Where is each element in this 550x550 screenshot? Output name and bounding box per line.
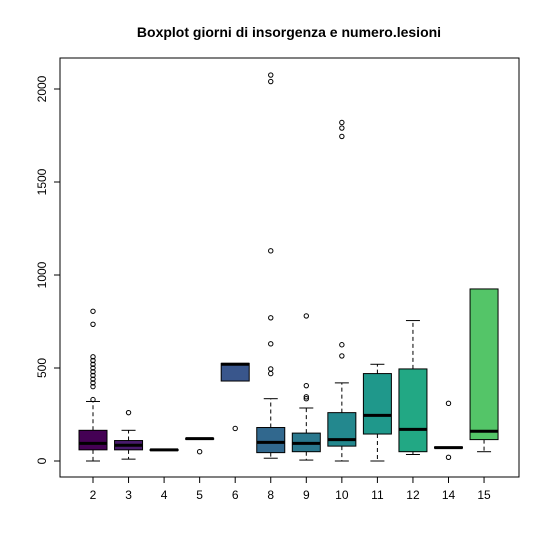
x-tick-label: 10 [335, 488, 349, 502]
box-15 [469, 288, 499, 453]
box-4 [149, 448, 179, 452]
outlier-point [445, 454, 452, 460]
outlier-point [303, 395, 309, 402]
outlier-point [445, 400, 452, 407]
y-tick-label: 1500 [35, 168, 49, 195]
box-12 [398, 320, 428, 455]
outlier-point [339, 119, 345, 126]
outlier-point [90, 369, 96, 375]
box-body [398, 368, 428, 453]
x-tick-label: 4 [161, 488, 168, 502]
outlier-point [90, 321, 96, 327]
box-9 [291, 313, 321, 461]
outlier-point [90, 365, 96, 371]
outlier-point [90, 357, 96, 364]
x-tick-label: 11 [371, 488, 384, 502]
x-tick-label: 6 [232, 488, 239, 502]
outlier-point [268, 72, 274, 78]
box-body [220, 362, 250, 382]
outlier-point [90, 372, 96, 379]
outlier-point [339, 125, 345, 131]
box-body [362, 373, 392, 435]
outlier-point [196, 449, 203, 455]
box-5 [185, 437, 215, 455]
outlier-point [303, 382, 309, 389]
box-11 [362, 363, 392, 462]
x-tick-label: 3 [125, 488, 132, 502]
x-tick-label: 5 [196, 488, 203, 502]
chart-title: Boxplot giorni di insorgenza e numero.le… [137, 24, 441, 40]
y-tick-label: 500 [35, 358, 49, 378]
outlier-point [90, 376, 96, 382]
outlier-point [303, 394, 309, 400]
outlier-point [125, 409, 132, 416]
outlier-point [90, 308, 96, 314]
y-tick-label: 0 [35, 457, 49, 464]
boxes-group [78, 72, 499, 462]
outlier-point [232, 425, 238, 432]
outlier-point [339, 342, 345, 348]
x-tick-label: 9 [303, 488, 310, 502]
x-tick-label: 15 [477, 488, 491, 502]
outlier-point [339, 353, 345, 359]
x-axis: 2 3 4 5 6 8 9 10 11 12 14 15 [90, 477, 491, 502]
outlier-point [90, 396, 96, 403]
box-body [78, 429, 108, 451]
box-8 [256, 72, 286, 459]
box-3 [114, 409, 144, 460]
x-tick-label: 12 [406, 488, 420, 502]
box-body [469, 288, 499, 441]
box-body [256, 427, 286, 454]
box-6 [220, 362, 250, 432]
plot-frame [59, 57, 520, 478]
outlier-point [90, 354, 96, 360]
y-tick-label: 1000 [35, 261, 49, 288]
box-2 [78, 308, 108, 462]
outlier-point [339, 133, 345, 140]
outlier-point [90, 383, 96, 390]
outlier-point [268, 366, 274, 372]
x-tick-label: 8 [267, 488, 274, 502]
x-tick-label: 2 [90, 488, 97, 502]
box-14 [434, 400, 463, 460]
y-tick-label: 2000 [35, 75, 49, 102]
outlier-point [90, 361, 96, 367]
box-10 [327, 119, 357, 462]
outlier-point [268, 78, 274, 85]
outlier-point [268, 248, 274, 254]
y-axis: 0 500 1000 1500 2000 [35, 75, 60, 464]
outlier-point [268, 341, 274, 347]
outlier-point [268, 315, 274, 321]
x-tick-label: 14 [442, 488, 456, 502]
outlier-point [303, 313, 309, 319]
outlier-point [90, 380, 96, 386]
